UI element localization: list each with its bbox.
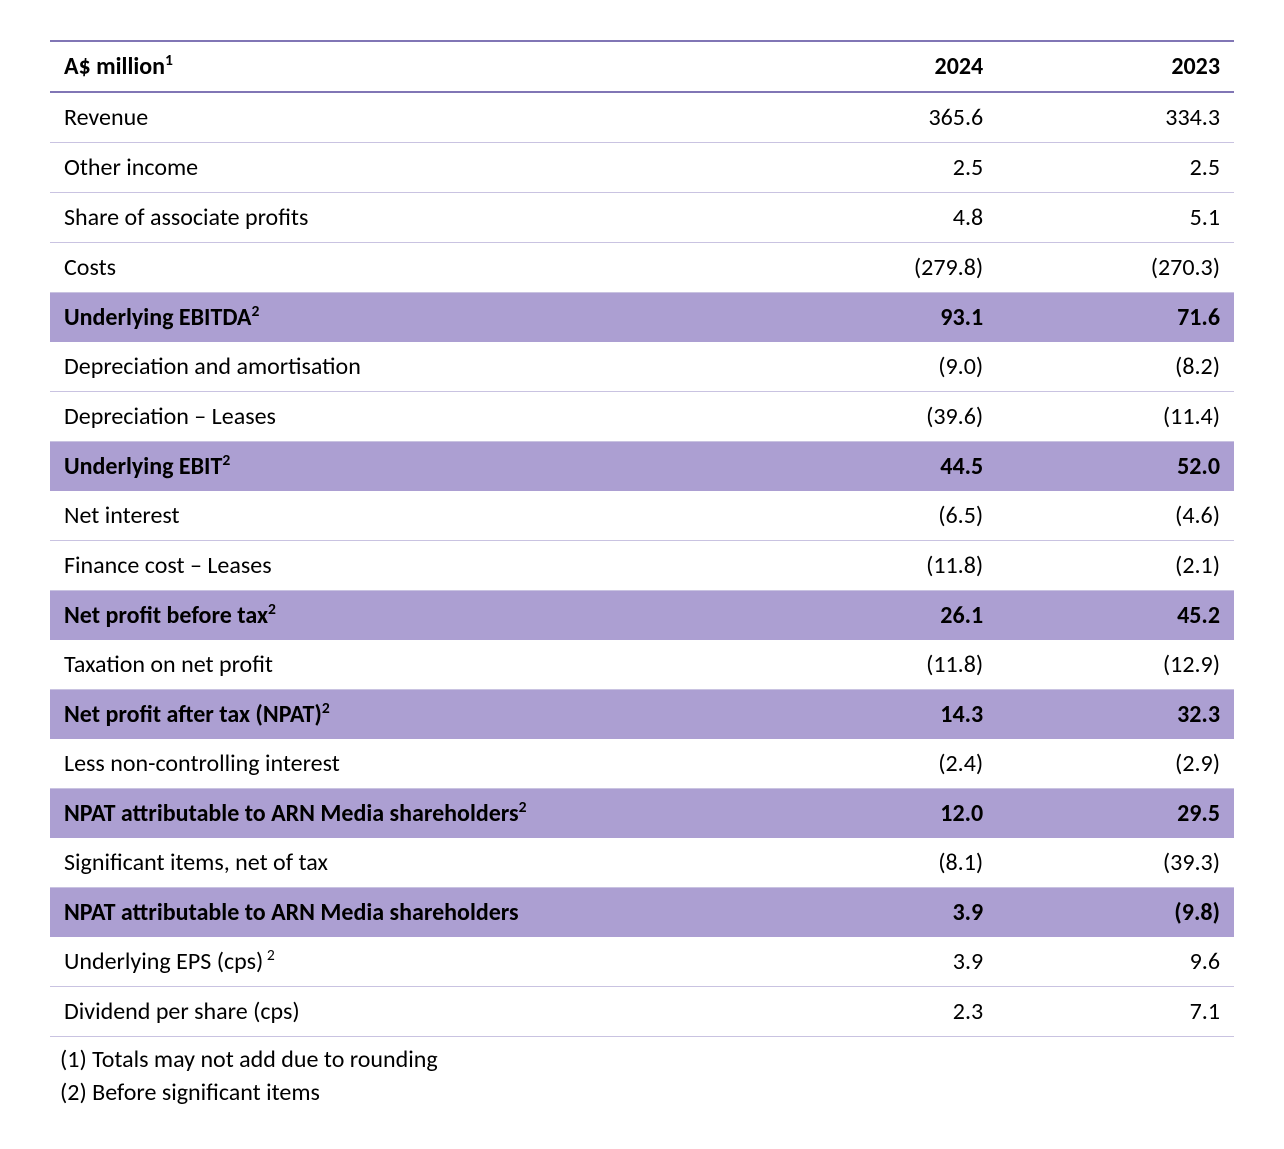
row-label: Significant items, net of tax: [50, 838, 760, 888]
row-value-2024: 365.6: [760, 92, 997, 143]
row-label: Underlying EPS (cps) 2: [50, 937, 760, 987]
row-value-2024: (39.6): [760, 392, 997, 442]
row-value-2024: (9.0): [760, 342, 997, 392]
row-label: Depreciation – Leases: [50, 392, 760, 442]
table-row: Net interest(6.5)(4.6): [50, 491, 1234, 541]
row-value-2024: (279.8): [760, 243, 997, 293]
table-row: Finance cost – Leases(11.8)(2.1): [50, 541, 1234, 591]
row-value-2023: (8.2): [997, 342, 1234, 392]
row-label: Underlying EBIT2: [50, 442, 760, 492]
row-value-2023: 2.5: [997, 143, 1234, 193]
row-value-2024: (6.5): [760, 491, 997, 541]
table-row: NPAT attributable to ARN Media sharehold…: [50, 888, 1234, 938]
table-row: Revenue365.6334.3: [50, 92, 1234, 143]
row-label: Finance cost – Leases: [50, 541, 760, 591]
table-row: Other income2.52.5: [50, 143, 1234, 193]
row-value-2023: 32.3: [997, 690, 1234, 740]
table-header-row: A$ million1 2024 2023: [50, 41, 1234, 92]
table-row: NPAT attributable to ARN Media sharehold…: [50, 789, 1234, 839]
table-row: Depreciation and amortisation(9.0)(8.2): [50, 342, 1234, 392]
row-value-2024: (11.8): [760, 640, 997, 690]
table-row: Share of associate profits4.85.1: [50, 193, 1234, 243]
row-value-2024: 3.9: [760, 937, 997, 987]
row-label: NPAT attributable to ARN Media sharehold…: [50, 888, 760, 938]
table-row: Taxation on net profit(11.8)(12.9): [50, 640, 1234, 690]
row-value-2024: 4.8: [760, 193, 997, 243]
row-value-2024: 2.5: [760, 143, 997, 193]
row-value-2024: 26.1: [760, 591, 997, 641]
table-body: Revenue365.6334.3Other income2.52.5Share…: [50, 92, 1234, 1037]
row-value-2023: (2.1): [997, 541, 1234, 591]
row-label: Costs: [50, 243, 760, 293]
row-value-2024: (11.8): [760, 541, 997, 591]
row-label: Net profit before tax2: [50, 591, 760, 641]
row-value-2023: (270.3): [997, 243, 1234, 293]
row-value-2023: (11.4): [997, 392, 1234, 442]
table-row: Depreciation – Leases(39.6)(11.4): [50, 392, 1234, 442]
row-value-2023: 52.0: [997, 442, 1234, 492]
row-label: Share of associate profits: [50, 193, 760, 243]
row-value-2024: 2.3: [760, 987, 997, 1037]
row-value-2024: 93.1: [760, 293, 997, 343]
row-value-2023: 7.1: [997, 987, 1234, 1037]
table-row: Underlying EBIT244.552.0: [50, 442, 1234, 492]
row-value-2023: 9.6: [997, 937, 1234, 987]
row-value-2023: 5.1: [997, 193, 1234, 243]
table-row: Underlying EPS (cps) 23.99.6: [50, 937, 1234, 987]
footnotes: (1) Totals may not add due to rounding (…: [50, 1043, 1234, 1109]
row-value-2024: (8.1): [760, 838, 997, 888]
row-label: Taxation on net profit: [50, 640, 760, 690]
row-label: NPAT attributable to ARN Media sharehold…: [50, 789, 760, 839]
table-row: Costs(279.8)(270.3): [50, 243, 1234, 293]
row-label: Less non-controlling interest: [50, 739, 760, 789]
table-row: Less non-controlling interest(2.4)(2.9): [50, 739, 1234, 789]
row-label: Net profit after tax (NPAT)2: [50, 690, 760, 740]
financial-summary-table: A$ million1 2024 2023 Revenue365.6334.3O…: [50, 40, 1234, 1037]
row-value-2024: (2.4): [760, 739, 997, 789]
row-value-2023: 45.2: [997, 591, 1234, 641]
row-value-2024: 44.5: [760, 442, 997, 492]
row-value-2024: 14.3: [760, 690, 997, 740]
row-value-2023: 334.3: [997, 92, 1234, 143]
row-label: Dividend per share (cps): [50, 987, 760, 1037]
row-value-2024: 3.9: [760, 888, 997, 938]
row-value-2023: (4.6): [997, 491, 1234, 541]
table-row: Net profit after tax (NPAT)214.332.3: [50, 690, 1234, 740]
footnote-2: (2) Before significant items: [50, 1076, 1234, 1109]
row-value-2023: (9.8): [997, 888, 1234, 938]
row-label: Depreciation and amortisation: [50, 342, 760, 392]
row-value-2024: 12.0: [760, 789, 997, 839]
col-header-year-1: 2024: [760, 41, 997, 92]
table-row: Significant items, net of tax(8.1)(39.3): [50, 838, 1234, 888]
row-value-2023: 29.5: [997, 789, 1234, 839]
row-label: Revenue: [50, 92, 760, 143]
row-value-2023: (39.3): [997, 838, 1234, 888]
row-value-2023: (2.9): [997, 739, 1234, 789]
col-header-year-2: 2023: [997, 41, 1234, 92]
table-row: Dividend per share (cps)2.37.1: [50, 987, 1234, 1037]
col-header-label: A$ million1: [50, 41, 760, 92]
table-row: Net profit before tax226.145.2: [50, 591, 1234, 641]
table-row: Underlying EBITDA293.171.6: [50, 293, 1234, 343]
row-label: Underlying EBITDA2: [50, 293, 760, 343]
row-value-2023: 71.6: [997, 293, 1234, 343]
footnote-1: (1) Totals may not add due to rounding: [50, 1043, 1234, 1076]
row-label: Net interest: [50, 491, 760, 541]
row-value-2023: (12.9): [997, 640, 1234, 690]
row-label: Other income: [50, 143, 760, 193]
